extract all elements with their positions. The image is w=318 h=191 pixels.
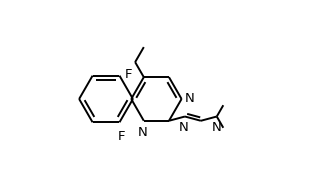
Text: N: N xyxy=(138,126,148,139)
Text: N: N xyxy=(179,121,189,134)
Text: N: N xyxy=(185,92,194,105)
Text: F: F xyxy=(125,68,133,81)
Text: F: F xyxy=(117,129,125,142)
Text: N: N xyxy=(212,121,222,134)
